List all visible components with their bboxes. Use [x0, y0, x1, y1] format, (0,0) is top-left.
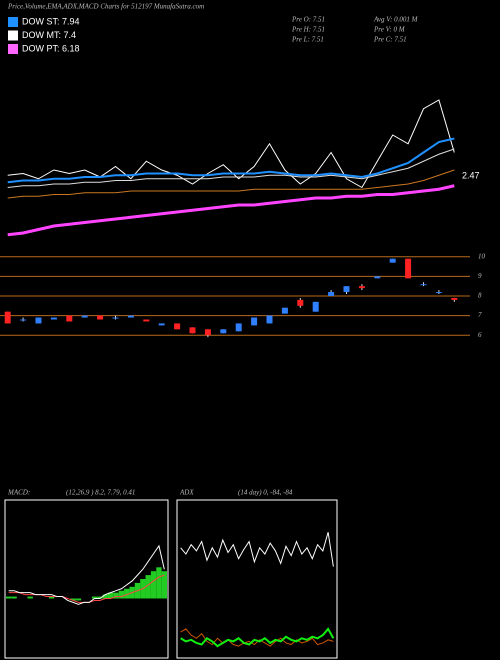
candle-body [112, 317, 119, 319]
line-series [180, 627, 335, 648]
stat: Pre H: 7.51 [291, 26, 325, 34]
candle-body [405, 258, 412, 279]
histogram-bar [150, 571, 157, 599]
y-tick-label: 7 [478, 311, 482, 319]
histogram-bar [11, 596, 17, 599]
histogram-bar [27, 596, 33, 599]
histogram-bar [113, 592, 119, 599]
panel-params: (12,26,9 ) 8.2, 7.79, 0.41 [66, 489, 135, 497]
histogram-bar [97, 596, 103, 599]
y-tick-label: 9 [478, 272, 482, 280]
stat: Pre O: 7.51 [291, 16, 325, 24]
candle-body [220, 329, 227, 334]
candle-body [66, 315, 73, 322]
candle-body [297, 299, 304, 306]
candle-body [35, 317, 42, 324]
panel-params: (14 day) 0, -84, -84 [238, 489, 293, 497]
candle-body [189, 327, 196, 334]
line-series [7, 184, 455, 237]
histogram-bar [102, 594, 108, 599]
candle-body [328, 292, 335, 296]
histogram-bar [91, 596, 98, 599]
chart-title: Price,Volume,EMA,ADX,MACD Charts for 512… [7, 3, 204, 11]
candle-body [127, 315, 134, 318]
line-series [7, 137, 455, 184]
line-series [8, 544, 165, 605]
histogram-bar [156, 567, 162, 599]
candle-body [420, 284, 427, 286]
histogram-bar [75, 598, 82, 601]
legend-swatch [8, 30, 18, 41]
candle-body [235, 323, 242, 332]
legend-label: DOW MT: 7.4 [22, 30, 76, 40]
stat: Pre L: 7.51 [291, 36, 324, 44]
histogram-bar [48, 596, 55, 599]
line-series [7, 148, 455, 188]
stat: Pre V: 0 M [373, 26, 406, 34]
histogram-bar [124, 588, 130, 599]
candle-body [451, 297, 458, 300]
stat: Avg V: 0.001 M [373, 16, 419, 24]
candle-body [97, 315, 104, 320]
y-tick-label: 10 [478, 252, 486, 260]
candle-body [374, 276, 381, 279]
candle-body [312, 301, 319, 312]
candle-body [20, 319, 27, 321]
legend-swatch [8, 17, 18, 27]
histogram-bar [6, 596, 12, 599]
annotation: 2.47 [462, 170, 480, 180]
candle-body [358, 286, 365, 289]
y-tick-label: 8 [478, 292, 482, 300]
candle-body [435, 292, 442, 294]
candle-body [389, 258, 396, 263]
candle-body [143, 319, 150, 322]
histogram-bar [145, 575, 151, 599]
legend-swatch [8, 44, 18, 54]
histogram-bar [107, 592, 114, 599]
candle-body [343, 286, 350, 293]
legend-label: DOW ST: 7.94 [22, 16, 80, 26]
panel-label: MACD: [7, 489, 30, 497]
stat: Pre C: 7.51 [373, 36, 407, 44]
line-series [180, 532, 334, 567]
histogram-bar [118, 590, 125, 599]
macd-frame [4, 499, 169, 659]
histogram-bar [161, 571, 167, 599]
line-series [7, 169, 455, 199]
candle-body [158, 323, 165, 326]
candle-body [81, 315, 88, 318]
candle-body [4, 311, 11, 324]
candle-body [266, 315, 273, 324]
candle-body [174, 323, 181, 330]
histogram-bar [70, 598, 76, 601]
adx-frame [176, 499, 338, 659]
line-series [7, 99, 455, 189]
legend-label: DOW PT: 6.18 [22, 43, 80, 53]
candle-body [204, 329, 211, 336]
panel-label: ADX [179, 489, 194, 497]
y-tick-label: 6 [478, 331, 482, 339]
candle-body [281, 307, 288, 314]
candle-body [50, 317, 57, 320]
candle-body [251, 317, 258, 326]
